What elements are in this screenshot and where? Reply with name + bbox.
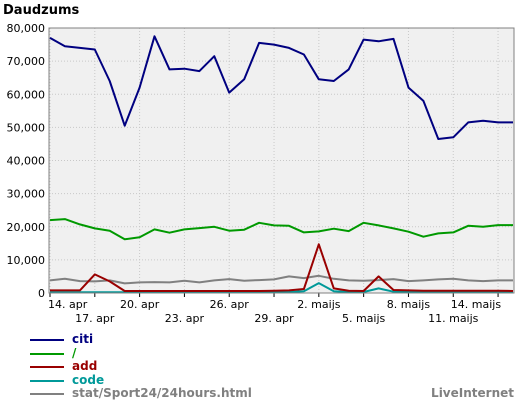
series-line-add (50, 243, 514, 292)
y-tick-label: 0 (38, 287, 45, 300)
y-axis: 0 10,000 20,000 30,000 40,000 50,000 60,000 70,… (7, 22, 46, 300)
legend-label: / (72, 345, 77, 360)
legend-label: add (72, 359, 98, 373)
x-tick-label: 11. maijs (428, 312, 479, 325)
x-tick-label: 26. apr (210, 298, 250, 311)
plot-frame (48, 27, 515, 294)
x-tick-label: 14. maijs (451, 298, 502, 311)
grid-lines (49, 28, 514, 293)
legend-label: code (72, 372, 105, 387)
y-tick-label: 40,000 (7, 155, 46, 168)
x-tick-label: 8. maijs (387, 298, 431, 311)
y-tick-label: 20,000 (7, 221, 46, 234)
y-tick-label: 60,000 (7, 88, 46, 101)
x-tick-label: 14. apr (48, 298, 88, 311)
legend-swatch (30, 352, 64, 355)
legend-swatch (30, 379, 64, 382)
x-tick-label: 2. maijs (297, 298, 341, 311)
x-tick-label: 29. apr (254, 312, 294, 325)
brand-label: LiveInternet (431, 386, 514, 400)
series-line-stat-Sport24-24hours-html (49, 274, 513, 285)
legend-swatch (30, 393, 64, 395)
series-lines (49, 35, 514, 294)
series-line-code (50, 282, 513, 294)
legend-label: citi (72, 332, 94, 346)
chart-title: Daudzums (3, 3, 80, 18)
y-tick-label: 80,000 (7, 22, 46, 35)
y-tick-label: 30,000 (7, 188, 46, 201)
x-tick-label: 17. apr (75, 312, 115, 325)
x-tick-label: 23. apr (165, 312, 205, 325)
y-tick-label: 10,000 (7, 254, 46, 267)
x-tick-label: 5. maijs (342, 312, 386, 325)
y-tick-label: 70,000 (7, 55, 46, 68)
legend-swatch (30, 366, 64, 368)
x-tick-label: 20. apr (120, 298, 160, 311)
y-tick-label: 50,000 (7, 121, 46, 134)
legend-label: stat/Sport24/24hours.html (72, 386, 252, 400)
legend-swatch (30, 339, 64, 341)
series-line-citi (49, 35, 513, 140)
series-line- (49, 218, 513, 241)
